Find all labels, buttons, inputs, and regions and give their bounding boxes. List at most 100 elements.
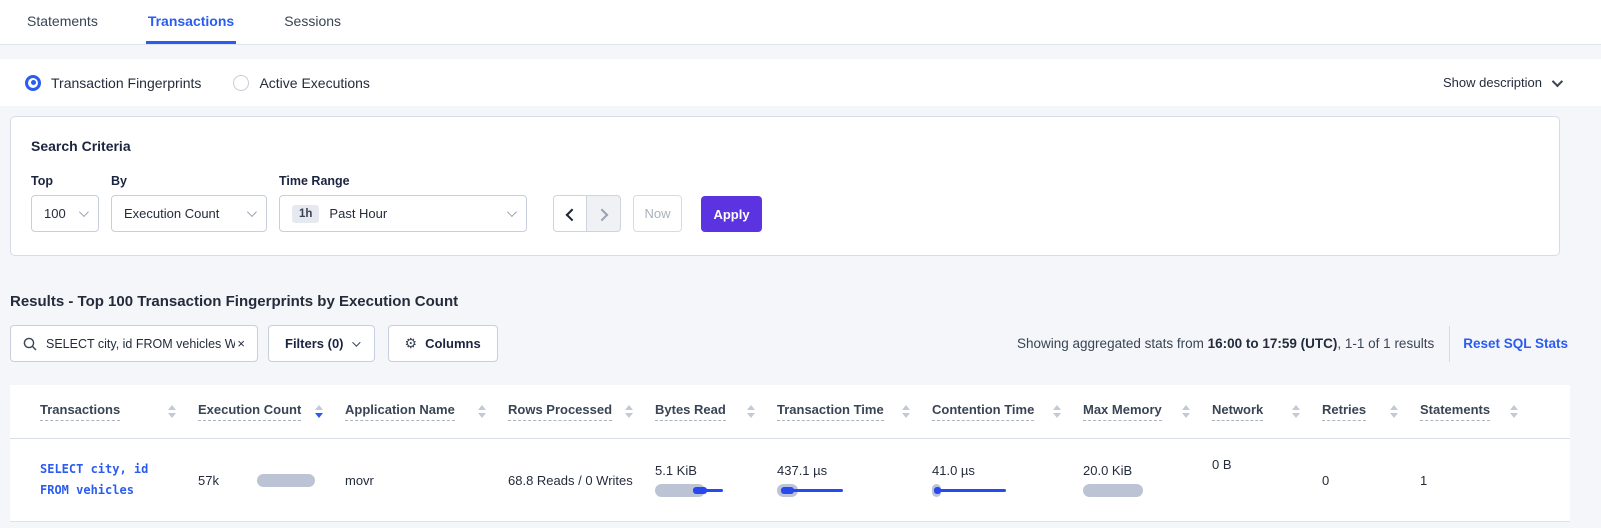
radio-unselected-icon[interactable] xyxy=(233,74,250,91)
chevron-left-icon xyxy=(565,208,578,222)
time-range-badge: 1h xyxy=(292,204,320,223)
column-header-statements[interactable]: Statements xyxy=(1420,402,1540,421)
filters-button[interactable]: Filters (0) xyxy=(268,325,375,362)
stats-period: 16:00 to 17:59 (UTC) xyxy=(1207,336,1338,351)
by-field: By Execution Count xyxy=(111,174,267,232)
sort-icon[interactable] xyxy=(476,403,488,420)
sort-icon[interactable] xyxy=(623,403,635,420)
columns-button-label: Columns xyxy=(425,336,481,351)
radio-selected-icon[interactable] xyxy=(25,74,41,91)
sort-icon[interactable] xyxy=(1051,403,1063,420)
top-field: Top 100 xyxy=(31,174,99,232)
tab-sessions[interactable]: Sessions xyxy=(284,12,342,29)
sort-icon[interactable] xyxy=(166,403,178,420)
top-select-value: 100 xyxy=(44,206,66,221)
max-memory-bar xyxy=(1083,484,1175,497)
network-cell: 0 B xyxy=(1212,457,1232,472)
execution-count-value: 57k xyxy=(198,472,219,488)
column-header-network[interactable]: Network xyxy=(1212,402,1322,421)
contention-time-cell: 41.0 µs xyxy=(932,463,1083,497)
gear-icon: ⚙ xyxy=(404,335,418,351)
radio-transaction-fingerprints[interactable]: Transaction Fingerprints xyxy=(25,74,202,91)
max-memory-cell: 20.0 KiB xyxy=(1083,463,1212,497)
column-header-application-name[interactable]: Application Name xyxy=(345,402,508,421)
sort-icon[interactable] xyxy=(1290,403,1302,420)
search-criteria-panel: Search Criteria Top 100 By Execution Cou… xyxy=(10,116,1560,256)
transaction-fingerprint-link[interactable]: SELECT city, id FROM vehicles xyxy=(40,459,178,501)
contention-time-value: 41.0 µs xyxy=(932,463,975,478)
time-range-select[interactable]: 1h Past Hour xyxy=(279,195,527,232)
filters-button-label: Filters (0) xyxy=(285,336,344,351)
column-header-transaction-time[interactable]: Transaction Time xyxy=(777,402,932,421)
column-header-rows-processed[interactable]: Rows Processed xyxy=(508,402,655,421)
top-label: Top xyxy=(31,174,53,188)
show-description-label: Show description xyxy=(1443,75,1542,90)
aggregated-stats-text: Showing aggregated stats from 16:00 to 1… xyxy=(1017,336,1434,351)
sort-icon[interactable] xyxy=(1180,403,1192,420)
show-description-toggle[interactable]: Show description xyxy=(1443,75,1564,90)
time-nav-arrows xyxy=(553,195,621,232)
contention-time-bar xyxy=(932,484,1024,497)
sort-icon[interactable] xyxy=(745,403,757,420)
clear-search-icon[interactable]: × xyxy=(237,336,245,351)
tab-statements[interactable]: Statements xyxy=(27,12,98,29)
column-header-max-memory[interactable]: Max Memory xyxy=(1083,402,1212,421)
chevron-down-icon xyxy=(351,337,361,347)
column-header-contention-time[interactable]: Contention Time xyxy=(932,402,1083,421)
sql-line-2: FROM vehicles xyxy=(40,483,134,497)
sort-icon[interactable] xyxy=(900,403,912,420)
search-input[interactable] xyxy=(46,336,236,351)
column-header-execution-count[interactable]: Execution Count xyxy=(198,402,345,421)
top-tab-bar: Statements Transactions Sessions xyxy=(0,0,1601,45)
sort-desc-icon[interactable] xyxy=(313,403,325,420)
sort-icon[interactable] xyxy=(1508,403,1520,420)
column-header-bytes-read[interactable]: Bytes Read xyxy=(655,402,777,421)
transactions-table: Transactions Execution Count Application… xyxy=(10,385,1570,522)
apply-button[interactable]: Apply xyxy=(701,196,762,232)
execution-count-cell: 57k xyxy=(198,473,325,488)
by-select[interactable]: Execution Count xyxy=(111,195,267,232)
stats-suffix: , 1-1 of 1 results xyxy=(1337,336,1435,351)
retries-cell: 0 xyxy=(1322,472,1330,488)
bytes-read-cell: 5.1 KiB xyxy=(655,463,777,497)
column-header-transactions[interactable]: Transactions xyxy=(40,402,198,421)
by-select-value: Execution Count xyxy=(124,206,220,221)
chevron-down-icon xyxy=(506,207,517,218)
time-range-field: Time Range 1h Past Hour xyxy=(279,174,527,232)
radio-label: Active Executions xyxy=(259,74,370,91)
chevron-down-icon xyxy=(78,207,89,218)
bytes-read-value: 5.1 KiB xyxy=(655,463,697,478)
table-row: SELECT city, id FROM vehicles 57k movr 6… xyxy=(10,439,1570,521)
results-heading: Results - Top 100 Transaction Fingerprin… xyxy=(10,293,459,310)
application-name-cell: movr xyxy=(345,472,374,488)
statements-cell: 1 xyxy=(1420,472,1428,488)
execution-count-bar xyxy=(256,473,315,487)
stats-prefix: Showing aggregated stats from xyxy=(1017,336,1208,351)
rows-processed-cell: 68.8 Reads / 0 Writes xyxy=(508,472,633,488)
chevron-right-icon xyxy=(595,208,609,222)
transaction-time-bar xyxy=(777,484,869,497)
radio-active-executions[interactable]: Active Executions xyxy=(233,74,370,91)
sql-search-box[interactable]: × xyxy=(10,325,258,362)
view-toggle-bar: Transaction Fingerprints Active Executio… xyxy=(0,59,1601,106)
top-select[interactable]: 100 xyxy=(31,195,99,232)
sort-icon[interactable] xyxy=(1388,403,1400,420)
previous-time-button[interactable] xyxy=(553,195,587,232)
radio-label: Transaction Fingerprints xyxy=(51,74,202,91)
transaction-time-cell: 437.1 µs xyxy=(777,463,932,497)
search-icon xyxy=(23,337,37,351)
tab-transactions[interactable]: Transactions xyxy=(145,0,237,44)
columns-button[interactable]: ⚙ Columns xyxy=(387,325,498,362)
reset-sql-stats-link[interactable]: Reset SQL Stats xyxy=(1463,336,1568,351)
transaction-time-value: 437.1 µs xyxy=(777,463,828,478)
bytes-read-bar xyxy=(655,484,747,497)
search-criteria-title: Search Criteria xyxy=(31,138,131,154)
sql-line-1: SELECT city, id xyxy=(40,462,149,476)
now-button[interactable]: Now xyxy=(633,195,682,232)
column-header-retries[interactable]: Retries xyxy=(1322,402,1420,421)
results-filter-row: × Filters (0) ⚙ Columns Showing aggregat… xyxy=(10,325,1568,362)
vertical-divider xyxy=(1449,325,1451,362)
next-time-button[interactable] xyxy=(587,195,621,232)
table-header-row: Transactions Execution Count Application… xyxy=(10,385,1570,439)
